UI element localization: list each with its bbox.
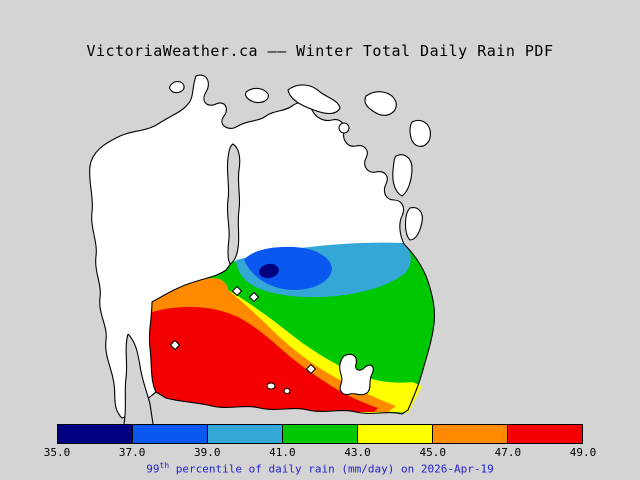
station-marker-diamond bbox=[231, 285, 243, 297]
harbour-outline bbox=[339, 353, 374, 396]
caption-text: percentile of daily rain (mm/day) on 202… bbox=[169, 462, 494, 476]
colorbar-legend: 35.0 37.0 39.0 41.0 43.0 45.0 47.0 49.0 bbox=[44, 424, 597, 459]
caption-superscript: th bbox=[159, 461, 170, 470]
colorbar-segment bbox=[433, 425, 508, 443]
island bbox=[244, 87, 269, 104]
island bbox=[364, 91, 397, 116]
caption-prefix: 99 bbox=[146, 462, 160, 476]
saanich-inlet bbox=[226, 143, 241, 265]
island bbox=[338, 122, 350, 134]
colorbar-tick-label: 37.0 bbox=[118, 446, 146, 459]
lakes-group bbox=[266, 382, 291, 394]
island bbox=[287, 84, 341, 115]
colorbar-segment bbox=[508, 425, 582, 443]
colorbar-segment bbox=[208, 425, 283, 443]
lake bbox=[266, 382, 276, 390]
contour-band-red bbox=[149, 306, 378, 412]
colorbar-segment bbox=[283, 425, 358, 443]
colorbar-tick-label: 39.0 bbox=[194, 446, 221, 459]
colorbar-tick-label: 35.0 bbox=[43, 446, 71, 459]
lake bbox=[283, 388, 291, 394]
inner-coastline bbox=[148, 261, 233, 393]
sooke-inlet-shore-west bbox=[123, 333, 129, 425]
island bbox=[409, 119, 431, 147]
colorbar bbox=[57, 424, 583, 444]
colorbar-caption: 99th percentile of daily rain (mm/day) o… bbox=[0, 461, 640, 476]
station-marker-diamond bbox=[305, 363, 317, 375]
markers-group bbox=[169, 285, 317, 375]
island bbox=[392, 154, 413, 197]
contour-minimum-core bbox=[259, 263, 279, 279]
chart-title: VictoriaWeather.ca —— Winter Total Daily… bbox=[86, 42, 554, 60]
colorbar-ticks: 35.0 37.0 39.0 41.0 43.0 45.0 47.0 49.0 bbox=[44, 446, 597, 459]
station-marker-diamond bbox=[248, 291, 260, 303]
colorbar-segment bbox=[58, 425, 133, 443]
colorbar-segment bbox=[133, 425, 208, 443]
contour-band-blue bbox=[244, 246, 332, 290]
sooke-inlet bbox=[124, 334, 153, 424]
island bbox=[169, 80, 185, 94]
islands-group bbox=[169, 80, 431, 241]
colorbar-tick-label: 49.0 bbox=[569, 446, 597, 459]
island bbox=[404, 207, 423, 241]
colorbar-tick-label: 47.0 bbox=[494, 446, 522, 459]
colorbar-tick-label: 41.0 bbox=[269, 446, 296, 459]
station-marker-diamond bbox=[169, 339, 181, 351]
colorbar-tick-label: 45.0 bbox=[419, 446, 446, 459]
sooke-inlet-shore-east bbox=[127, 333, 154, 425]
coastline-outline bbox=[89, 74, 436, 419]
colorbar-segment bbox=[358, 425, 433, 443]
colorbar-tick-label: 43.0 bbox=[344, 446, 371, 459]
